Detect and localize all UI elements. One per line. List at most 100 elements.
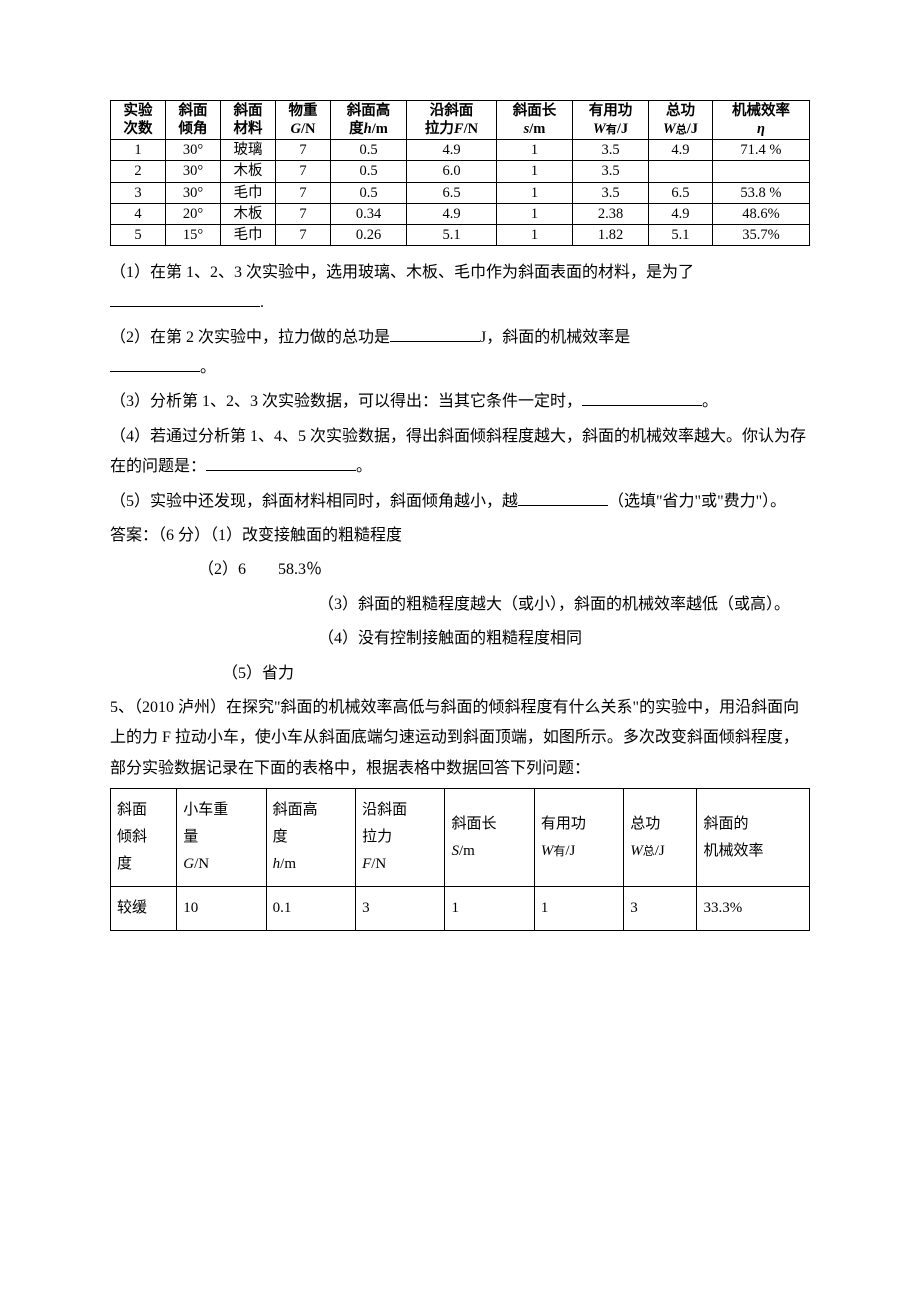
- table-cell: 毛巾: [221, 224, 276, 245]
- table-cell: 0.5: [331, 161, 407, 182]
- experiment-table-1: 实验次数 斜面倾角 斜面材料 物重G/N 斜面高度h/m 沿斜面拉力F/N 斜面…: [110, 100, 810, 246]
- col-force: 沿斜面拉力F/N: [407, 101, 497, 140]
- q2-text-b: J，斜面的机械效率是: [480, 329, 630, 346]
- table-cell: 4.9: [649, 140, 713, 161]
- table-cell: 玻璃: [221, 140, 276, 161]
- table-cell: 6.5: [649, 182, 713, 203]
- table-cell: 3.5: [573, 182, 649, 203]
- experiment-table-2: 斜面倾斜度 小车重量G/N 斜面高度h/m 沿斜面拉力F/N 斜面长S/m 有用…: [110, 788, 810, 931]
- q5-text-a: （5）实验中还发现，斜面材料相同时，斜面倾角越小，越: [110, 493, 518, 510]
- table-cell: 木板: [221, 161, 276, 182]
- blank: [390, 326, 480, 342]
- q4-text-b: 。: [356, 458, 372, 475]
- table-row: 515°毛巾70.265.111.825.135.7%: [111, 224, 810, 245]
- table-cell: 毛巾: [221, 182, 276, 203]
- table-row: 420°木板70.344.912.384.948.6%: [111, 203, 810, 224]
- table-cell: 7: [276, 182, 331, 203]
- col-slope: 斜面倾斜度: [111, 789, 177, 887]
- table-cell: 1: [497, 182, 573, 203]
- table-row: 130°玻璃70.54.913.54.971.4 %: [111, 140, 810, 161]
- blank: [206, 455, 356, 471]
- col-material: 斜面材料: [221, 101, 276, 140]
- table-cell: 4.9: [407, 140, 497, 161]
- table-cell: 5: [111, 224, 166, 245]
- table-cell: 1: [497, 203, 573, 224]
- col-length: 斜面长s/m: [497, 101, 573, 140]
- table-cell: 30°: [166, 161, 221, 182]
- blank: [582, 390, 702, 406]
- table-cell: 3: [624, 887, 697, 931]
- answer-header: 答案：（6 分）（1）改变接触面的粗糙程度: [110, 521, 810, 551]
- table-cell: 4.9: [407, 203, 497, 224]
- table-cell: [649, 161, 713, 182]
- table-cell: 7: [276, 161, 331, 182]
- table-cell: 3: [356, 887, 445, 931]
- table-header-row: 实验次数 斜面倾角 斜面材料 物重G/N 斜面高度h/m 沿斜面拉力F/N 斜面…: [111, 101, 810, 140]
- table-cell: 1: [497, 140, 573, 161]
- table-cell: 2.38: [573, 203, 649, 224]
- table-cell: 10: [177, 887, 266, 931]
- question-5: （5）实验中还发现，斜面材料相同时，斜面倾角越小，越 （选填"省力"或"费力"）。: [110, 487, 810, 517]
- answer-3: （3）斜面的粗糙程度越大（或小），斜面的机械效率越低（或高）。: [110, 590, 810, 620]
- q3-text-b: 。: [702, 393, 718, 410]
- table-cell: 53.8 %: [712, 182, 809, 203]
- table-header-row: 斜面倾斜度 小车重量G/N 斜面高度h/m 沿斜面拉力F/N 斜面长S/m 有用…: [111, 789, 810, 887]
- q1-text-b: .: [260, 294, 264, 311]
- col-useful: 有用功W有/J: [573, 101, 649, 140]
- question-4: （4）若通过分析第 1、4、5 次实验数据，得出斜面倾斜程度越大，斜面的机械效率…: [110, 422, 810, 483]
- table-cell: 3: [111, 182, 166, 203]
- table-row: 330°毛巾70.56.513.56.553.8 %: [111, 182, 810, 203]
- col-height: 斜面高度h/m: [266, 789, 355, 887]
- q5-text-b: （选填"省力"或"费力"）。: [608, 493, 786, 510]
- question-3: （3）分析第 1、2、3 次实验数据，可以得出：当其它条件一定时，。: [110, 387, 810, 417]
- col-total: 总功W总/J: [649, 101, 713, 140]
- answer-2: （2）6 58.3％: [110, 555, 810, 585]
- col-force: 沿斜面拉力F/N: [356, 789, 445, 887]
- col-eff: 机械效率η: [712, 101, 809, 140]
- problem-5: 5、（2010 泸州）在探究"斜面的机械效率高低与斜面的倾斜程度有什么关系"的实…: [110, 693, 810, 784]
- table-cell: 2: [111, 161, 166, 182]
- table-cell: 1.82: [573, 224, 649, 245]
- table-cell: 6.5: [407, 182, 497, 203]
- col-total: 总功W总/J: [624, 789, 697, 887]
- table-cell: 7: [276, 140, 331, 161]
- blank: [110, 291, 260, 307]
- table-row: 230°木板70.56.013.5: [111, 161, 810, 182]
- table-cell: 木板: [221, 203, 276, 224]
- table-cell: 4: [111, 203, 166, 224]
- table-cell: [712, 161, 809, 182]
- col-weight: 小车重量G/N: [177, 789, 266, 887]
- table-cell: 1: [445, 887, 534, 931]
- table-row: 较缓100.1311333.3%: [111, 887, 810, 931]
- table-cell: 3.5: [573, 161, 649, 182]
- answer-5: （5）省力: [110, 659, 810, 689]
- col-angle: 斜面倾角: [166, 101, 221, 140]
- blank: [110, 356, 200, 372]
- table-cell: 30°: [166, 182, 221, 203]
- table-cell: 48.6%: [712, 203, 809, 224]
- table-cell: 5.1: [407, 224, 497, 245]
- table-cell: 0.34: [331, 203, 407, 224]
- answer-4: （4）没有控制接触面的粗糙程度相同: [110, 624, 810, 654]
- table-cell: 7: [276, 203, 331, 224]
- table-cell: 35.7%: [712, 224, 809, 245]
- table-cell: 6.0: [407, 161, 497, 182]
- table-cell: 1: [497, 161, 573, 182]
- table-cell: 较缓: [111, 887, 177, 931]
- table-cell: 3.5: [573, 140, 649, 161]
- table-cell: 1: [534, 887, 623, 931]
- blank: [518, 490, 608, 506]
- table-cell: 30°: [166, 140, 221, 161]
- table-cell: 15°: [166, 224, 221, 245]
- question-1: （1）在第 1、2、3 次实验中，选用玻璃、木板、毛巾作为斜面表面的材料，是为了…: [110, 258, 810, 319]
- table-cell: 20°: [166, 203, 221, 224]
- table-cell: 71.4 %: [712, 140, 809, 161]
- col-trial: 实验次数: [111, 101, 166, 140]
- col-height: 斜面高度h/m: [331, 101, 407, 140]
- q2-text-c: 。: [200, 359, 216, 376]
- table-cell: 0.5: [331, 140, 407, 161]
- col-length: 斜面长S/m: [445, 789, 534, 887]
- table-cell: 1: [111, 140, 166, 161]
- table-cell: 4.9: [649, 203, 713, 224]
- q2-text-a: （2）在第 2 次实验中，拉力做的总功是: [110, 329, 390, 346]
